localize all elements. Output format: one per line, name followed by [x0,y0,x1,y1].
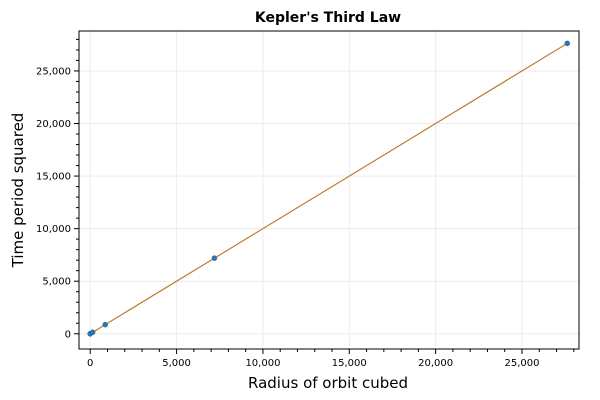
y-tick-label: 0 [65,329,71,340]
fit-line [89,42,568,335]
data-point [89,329,96,336]
x-tick-label: 10,000 [245,358,280,369]
y-tick-label: 5,000 [42,277,71,288]
x-tick-label: 20,000 [418,358,453,369]
x-tick-label: 25,000 [505,358,540,369]
x-axis-label: Radius of orbit cubed [248,374,408,392]
y-tick-label: 25,000 [36,66,71,77]
axis-ticks: 0 5,000 10,000 15,000 20,000 25,000 0 5,000 10,0… [36,38,575,369]
data-point [211,255,218,261]
y-tick-label: 10,000 [36,224,71,235]
series-layer [87,40,571,337]
data-point [102,321,108,328]
y-tick-label: 15,000 [36,172,71,183]
x-tick-label: 15,000 [332,358,367,369]
chart-title: Kepler's Third Law [255,10,401,26]
y-axis-label: Time period squared [9,113,27,269]
y-tick-label: 20,000 [36,119,71,130]
data-point [564,40,571,47]
plot-area-frame [78,30,580,350]
x-tick-label: 5,000 [162,358,191,369]
grid [79,31,579,349]
x-tick-label: 0 [87,358,93,369]
